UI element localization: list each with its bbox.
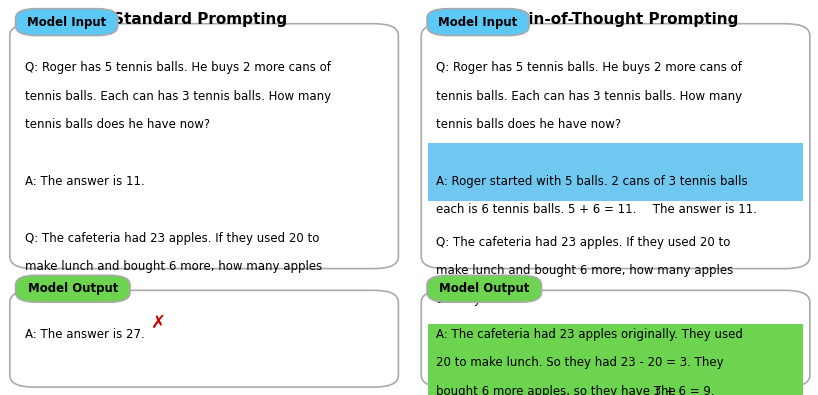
FancyBboxPatch shape xyxy=(428,324,803,395)
Text: make lunch and bought 6 more, how many apples: make lunch and bought 6 more, how many a… xyxy=(436,264,733,277)
FancyBboxPatch shape xyxy=(16,9,118,36)
Text: Q: Roger has 5 tennis balls. He buys 2 more cans of: Q: Roger has 5 tennis balls. He buys 2 m… xyxy=(25,61,330,74)
Text: do they have?: do they have? xyxy=(436,293,520,306)
FancyBboxPatch shape xyxy=(421,24,810,269)
Text: A: The answer is 11.: A: The answer is 11. xyxy=(25,175,144,188)
Text: Model Output: Model Output xyxy=(439,282,529,295)
Text: Standard Prompting: Standard Prompting xyxy=(114,12,287,27)
Text: 20 to make lunch. So they had 23 - 20 = 3. They: 20 to make lunch. So they had 23 - 20 = … xyxy=(436,356,724,369)
Text: ✗: ✗ xyxy=(151,314,166,332)
Text: tennis balls does he have now?: tennis balls does he have now? xyxy=(25,118,209,131)
Text: A: Roger started with 5 balls. 2 cans of 3 tennis balls: A: Roger started with 5 balls. 2 cans of… xyxy=(436,175,748,188)
FancyBboxPatch shape xyxy=(10,290,398,387)
FancyBboxPatch shape xyxy=(16,275,130,302)
Text: tennis balls. Each can has 3 tennis balls. How many: tennis balls. Each can has 3 tennis ball… xyxy=(25,90,330,103)
FancyBboxPatch shape xyxy=(427,9,529,36)
FancyBboxPatch shape xyxy=(428,143,803,201)
Text: do they have?: do they have? xyxy=(25,289,109,302)
Text: Model Input: Model Input xyxy=(438,16,518,28)
Text: Chain-of-Thought Prompting: Chain-of-Thought Prompting xyxy=(497,12,739,27)
FancyBboxPatch shape xyxy=(10,24,398,269)
FancyBboxPatch shape xyxy=(421,290,810,387)
Text: Q: The cafeteria had 23 apples. If they used 20 to: Q: The cafeteria had 23 apples. If they … xyxy=(25,232,319,245)
Text: The: The xyxy=(650,385,676,395)
Text: Model Output: Model Output xyxy=(28,282,118,295)
Text: Model Input: Model Input xyxy=(27,16,106,28)
Text: make lunch and bought 6 more, how many apples: make lunch and bought 6 more, how many a… xyxy=(25,260,321,273)
Text: tennis balls does he have now?: tennis balls does he have now? xyxy=(436,118,621,131)
Text: A: The cafeteria had 23 apples originally. They used: A: The cafeteria had 23 apples originall… xyxy=(436,328,743,341)
Text: tennis balls. Each can has 3 tennis balls. How many: tennis balls. Each can has 3 tennis ball… xyxy=(436,90,742,103)
Text: Q: Roger has 5 tennis balls. He buys 2 more cans of: Q: Roger has 5 tennis balls. He buys 2 m… xyxy=(436,61,742,74)
FancyBboxPatch shape xyxy=(427,275,542,302)
Text: each is 6 tennis balls. 5 + 6 = 11.: each is 6 tennis balls. 5 + 6 = 11. xyxy=(436,203,636,216)
Text: A: The answer is 27.: A: The answer is 27. xyxy=(25,328,144,341)
Text: bought 6 more apples, so they have 3 + 6 = 9.: bought 6 more apples, so they have 3 + 6… xyxy=(436,385,715,395)
Text: Q: The cafeteria had 23 apples. If they used 20 to: Q: The cafeteria had 23 apples. If they … xyxy=(436,236,730,249)
Text: The answer is 11.: The answer is 11. xyxy=(649,203,757,216)
